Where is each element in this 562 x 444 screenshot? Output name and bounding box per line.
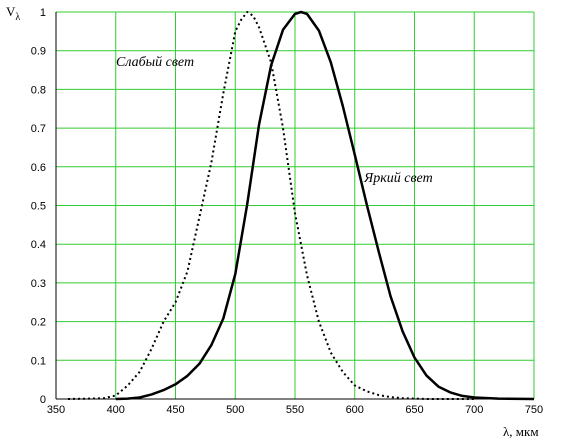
y-tick-label-7: 0.7 xyxy=(31,123,46,135)
y-tick-label-9: 0.9 xyxy=(31,46,46,58)
y-tick-label-2: 0.2 xyxy=(31,317,46,329)
y-tick-label-8: 0.8 xyxy=(31,84,46,96)
y-axis-label-main: V xyxy=(6,4,16,19)
x-tick-label-7: 700 xyxy=(465,404,483,416)
x-tick-label-5: 600 xyxy=(346,404,364,416)
x-tick-labels: 350 400 450 500 550 600 650 700 750 xyxy=(47,404,543,416)
series-line-1 xyxy=(115,10,535,401)
curves xyxy=(67,10,535,401)
x-tick-label-8: 750 xyxy=(525,404,543,416)
y-tick-label-1: 0.1 xyxy=(31,355,46,367)
y-axis-label: Vλ xyxy=(6,4,20,23)
series-label-scotopic: Слабый свет xyxy=(116,55,194,70)
series-label-photopic: Яркий свет xyxy=(363,171,433,186)
x-tick-label-4: 550 xyxy=(286,404,304,416)
y-tick-labels: 0 0.1 0.2 0.3 0.4 0.5 0.6 0.7 0.8 0.9 1 xyxy=(31,7,46,406)
x-tick-label-3: 500 xyxy=(226,404,244,416)
x-axis-label: λ, мкм xyxy=(503,424,539,439)
y-tick-label-0: 0 xyxy=(40,394,46,406)
x-tick-label-1: 400 xyxy=(107,404,125,416)
x-tick-label-0: 350 xyxy=(47,404,65,416)
y-axis-label-sub: λ xyxy=(15,12,20,23)
y-tick-label-6: 0.6 xyxy=(31,162,46,174)
y-tick-label-10: 1 xyxy=(40,7,46,19)
y-tick-label-3: 0.3 xyxy=(31,278,46,290)
y-tick-label-4: 0.4 xyxy=(31,239,46,251)
x-tick-label-2: 450 xyxy=(166,404,184,416)
y-tick-label-5: 0.5 xyxy=(31,201,46,213)
x-tick-label-6: 650 xyxy=(405,404,423,416)
